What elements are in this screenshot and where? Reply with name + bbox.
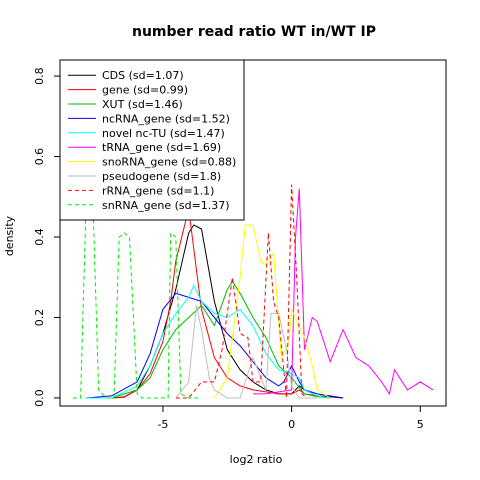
- series-line-ncrna-gene: [85, 292, 344, 399]
- series-line-pseudogene: [175, 305, 318, 399]
- y-tick-label: 0.4: [33, 228, 46, 246]
- series-line-snorna-gene: [213, 224, 331, 399]
- legend: CDS (sd=1.07) gene (sd=0.99)XUT (sd=1.46)…: [59, 59, 245, 221]
- legend-label-snorna-gene: snoRNA_gene (sd=0.88): [102, 156, 236, 169]
- series-line-snrna-gene: [72, 216, 202, 399]
- legend-label-rrna-gene: rRNA_gene (sd=1.1): [102, 184, 214, 197]
- x-axis-label: log2 ratio: [230, 453, 283, 466]
- legend-label-novel: novel nc-TU (sd=1.47): [102, 127, 225, 140]
- series-line-novel: [85, 284, 331, 399]
- legend-label-ncrna-gene: ncRNA_gene (sd=1.52): [102, 112, 230, 125]
- legend-label-cds: CDS (sd=1.07): [102, 69, 184, 82]
- plot-frame: [59, 59, 447, 407]
- y-tick-label: 0.2: [33, 309, 46, 327]
- series-line-trna-gene: [253, 188, 434, 396]
- chart-title: number read ratio WT in/WT IP: [132, 24, 376, 40]
- x-tick-label: -5: [157, 418, 168, 431]
- legend-label-pseudogene: pseudogene (sd=1.8): [102, 170, 221, 183]
- legend-label-snrna-gene: snRNA_gene (sd=1.37): [102, 199, 230, 212]
- x-tick-label: 0: [288, 418, 295, 431]
- series-layer: [72, 184, 434, 399]
- series-line-rrna-gene: [175, 184, 308, 399]
- y-tick-label: 0.8: [33, 67, 46, 85]
- y-axis-label: density: [3, 215, 16, 256]
- legend-label-trna-gene: tRNA_gene (sd=1.69): [102, 141, 221, 154]
- series-line-gene: [85, 208, 331, 399]
- x-tick-label: 5: [417, 418, 424, 431]
- legend-label-xut: XUT (sd=1.46): [102, 98, 183, 111]
- y-tick-label: 0.0: [33, 389, 46, 407]
- axes-layer: -5 0 5 0.0 0.2 0.4 0.6 0.8: [33, 59, 447, 431]
- legend-box: [59, 59, 245, 221]
- legend-label-gene: gene (sd=0.99): [102, 84, 188, 97]
- y-tick-label: 0.6: [33, 148, 46, 166]
